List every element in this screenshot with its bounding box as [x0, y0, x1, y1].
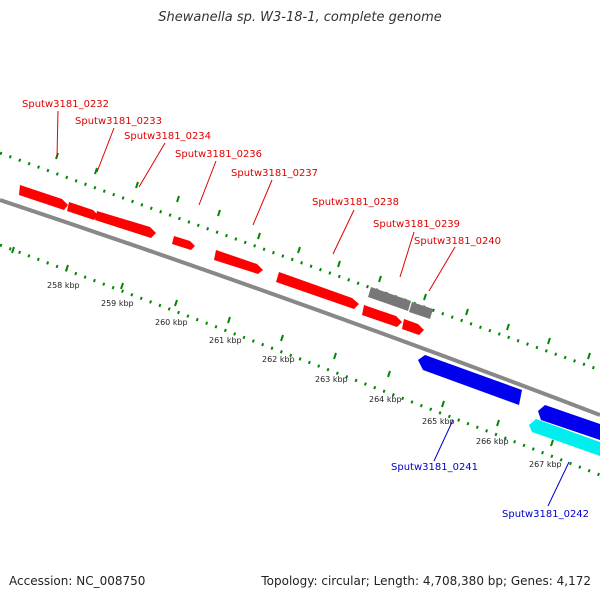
- gene-label-0240[interactable]: Sputw3181_0240: [414, 236, 501, 247]
- scale-label-264: 264 kbp: [369, 395, 402, 404]
- scale-label-258: 258 kbp: [47, 281, 80, 290]
- gene-0241-arrow: [418, 355, 522, 405]
- scale-label-259: 259 kbp: [101, 299, 134, 308]
- gene-label-0236[interactable]: Sputw3181_0236: [175, 149, 262, 160]
- topology-text: Topology: circular; Length: 4,708,380 bp…: [261, 574, 591, 588]
- gene-0233-arrow: [67, 202, 98, 220]
- pseudo-genes: [368, 287, 433, 319]
- gene-label-0234[interactable]: Sputw3181_0234: [124, 131, 211, 142]
- reverse-genes: [418, 355, 600, 440]
- gene-0240-arrow: [402, 319, 424, 335]
- outer-major-ticks: [55, 152, 591, 360]
- gene-0242-arrow: [529, 419, 600, 456]
- forward-genes: [19, 185, 424, 335]
- callout-lines-reverse: [433, 419, 570, 507]
- gene-label-0238[interactable]: Sputw3181_0238: [312, 197, 399, 208]
- inner-major-ticks: [11, 246, 554, 447]
- gene-label-0242[interactable]: Sputw3181_0242: [502, 509, 589, 520]
- scale-label-265: 265 kbp: [422, 417, 455, 426]
- gene-label-0241[interactable]: Sputw3181_0241: [391, 462, 478, 473]
- scale-label-266: 266 kbp: [476, 437, 509, 446]
- gene-0238b-arrow: [362, 305, 402, 327]
- gene-0234-arrow: [95, 211, 156, 238]
- gene-0240b-block: [409, 302, 433, 319]
- scale-label-260: 260 kbp: [155, 318, 188, 327]
- gene-0236-arrow: [172, 236, 195, 250]
- scale-label-261: 261 kbp: [209, 336, 242, 345]
- genome-backbone: [0, 198, 600, 417]
- map-title: Shewanella sp. W3-18-1, complete genome: [158, 10, 442, 25]
- gene-0238-arrow: [276, 272, 359, 309]
- gene-0242b-arrow: [538, 405, 600, 440]
- gene-label-0232[interactable]: Sputw3181_0232: [22, 99, 109, 110]
- scale-label-263: 263 kbp: [315, 375, 348, 384]
- scale-label-267: 267 kbp: [529, 460, 562, 469]
- gene-0239-block: [368, 287, 411, 311]
- gene-label-0233[interactable]: Sputw3181_0233: [75, 116, 162, 127]
- outer-tick-track: [0, 151, 600, 372]
- accession-text: Accession: NC_008750: [9, 574, 146, 588]
- scale-label-262: 262 kbp: [262, 355, 295, 364]
- gene-0232-arrow: [19, 185, 68, 210]
- gene-0237-arrow: [214, 250, 263, 274]
- gene-label-0239[interactable]: Sputw3181_0239: [373, 219, 460, 230]
- callout-lines: [56, 110, 456, 292]
- gene-label-0237[interactable]: Sputw3181_0237: [231, 168, 318, 179]
